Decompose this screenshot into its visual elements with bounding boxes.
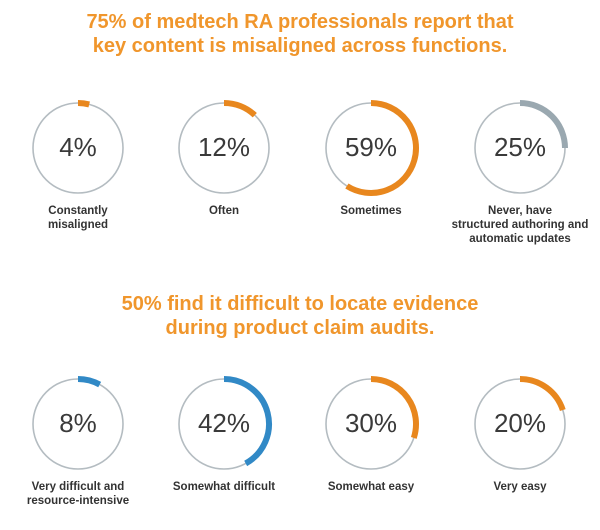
gauge-caption: Constantly misaligned (47, 205, 109, 231)
gauge-value-arc (519, 100, 568, 149)
chart-1-title-line-1: 75% of medtech RA professionals report t… (86, 11, 514, 33)
gauge-percent: 42% (197, 408, 251, 438)
gauge-caption: Often (208, 205, 240, 217)
gauge-percent: 25% (493, 132, 547, 162)
gauge-ring (32, 376, 124, 470)
gauge-very-easy: 20% Very easy (445, 374, 595, 514)
gauge-somewhat-easy: 30% Somewhat easy (296, 374, 446, 514)
gauge-ring (474, 376, 566, 470)
chart-1-title-line-2: key content is misaligned across functio… (92, 35, 508, 57)
gauge-percent: 30% (344, 408, 398, 438)
gauge-ring (32, 100, 124, 194)
gauge-caption: Very easy (493, 481, 547, 493)
gauge-caption: Sometimes (340, 205, 402, 217)
gauge-often: 12% Often (149, 98, 299, 238)
gauge-percent: 8% (59, 408, 97, 438)
chart-2-title-line-2: during product claim audits. (165, 317, 435, 339)
gauge-percent: 20% (493, 408, 547, 438)
gauge-sometimes: 59% Sometimes (296, 98, 446, 238)
gauge-caption: Very difficult and resource-intensive (26, 481, 130, 507)
gauge-very-difficult: 8% Very difficult and resource-intensive (3, 374, 153, 514)
gauge-value-arc (345, 100, 419, 196)
chart-1-title: 75% of medtech RA professionals report t… (0, 10, 600, 58)
gauge-value-arc (223, 376, 272, 467)
chart-2-title: 50% find it difficult to locate evidence… (0, 292, 600, 340)
gauge-ring (178, 376, 272, 470)
gauge-caption: Somewhat difficult (172, 481, 276, 493)
gauge-value-arc (370, 376, 419, 439)
gauge-constantly-misaligned: 4% Constantly misaligned (3, 98, 153, 238)
gauge-ring (474, 100, 568, 194)
gauge-never: 25% Never, have structured authoring and… (445, 98, 595, 245)
gauge-ring (178, 100, 270, 194)
gauge-caption: Never, have structured authoring and aut… (451, 205, 589, 245)
gauge-ring (325, 376, 419, 470)
gauge-value-arc (519, 376, 566, 412)
gauge-somewhat-difficult: 42% Somewhat difficult (149, 374, 299, 514)
gauge-percent: 12% (197, 132, 251, 162)
gauge-percent: 59% (344, 132, 398, 162)
gauge-caption: Somewhat easy (327, 481, 415, 493)
gauge-value-arc (77, 100, 90, 108)
gauge-percent: 4% (59, 132, 97, 162)
gauge-ring (325, 100, 419, 196)
gauge-value-arc (77, 376, 102, 388)
gauge-value-arc (223, 100, 257, 118)
chart-2-title-line-1: 50% find it difficult to locate evidence (121, 293, 479, 315)
